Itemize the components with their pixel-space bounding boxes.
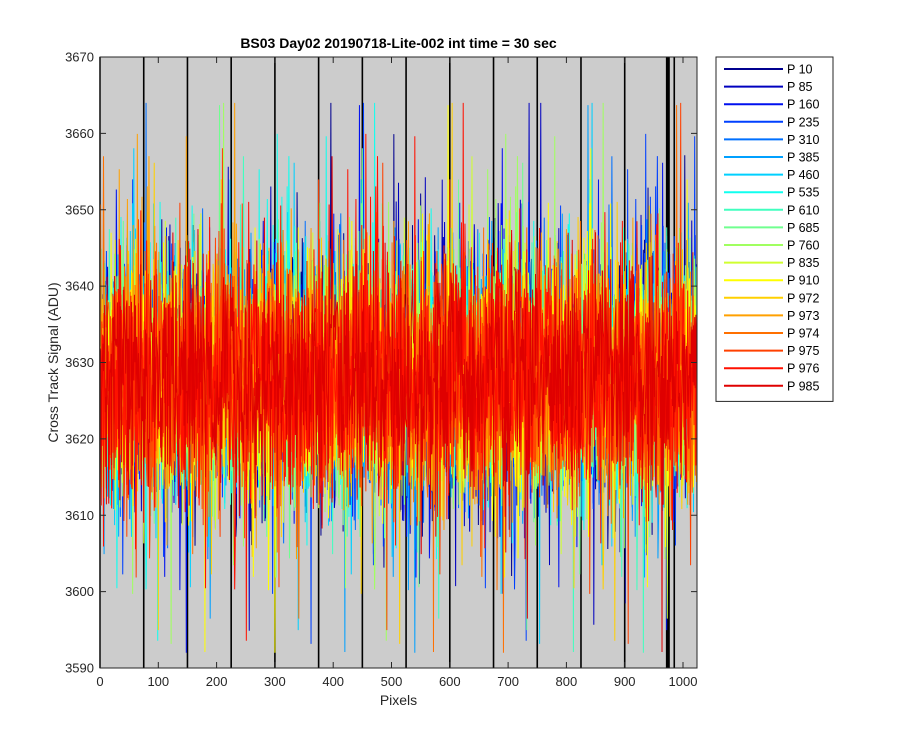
legend-entry-label: P 385 — [787, 151, 819, 165]
series-group — [100, 102, 698, 653]
y-tick-label: 3600 — [65, 584, 94, 599]
legend-entry-label: P 310 — [787, 133, 819, 147]
y-tick-label: 3590 — [65, 661, 94, 676]
x-tick-label: 1000 — [669, 674, 698, 689]
legend-entry-label: P 974 — [787, 327, 819, 341]
legend-entry-label: P 460 — [787, 168, 819, 182]
legend-entry-label: P 976 — [787, 362, 819, 376]
chart-title: BS03 Day02 20190718-Lite-002 int time = … — [240, 35, 557, 51]
legend: P 10 P 85 P 160 P 235 P 310 P 385 P 460 P 535 P … — [715, 56, 834, 402]
legend-entry-label: P 972 — [787, 291, 819, 305]
y-tick-label: 3650 — [65, 202, 94, 217]
x-tick-label: 600 — [439, 674, 461, 689]
legend-entry-label: P 85 — [787, 80, 813, 94]
x-tick-label: 0 — [96, 674, 103, 689]
legend-entry-label: P 985 — [787, 379, 819, 393]
legend-entry-label: P 760 — [787, 239, 819, 253]
x-axis-label: Pixels — [380, 692, 417, 708]
x-tick-label: 400 — [322, 674, 344, 689]
y-tick-label: 3610 — [65, 508, 94, 523]
series-line-p-976 — [100, 102, 698, 641]
legend-entry-label: P 610 — [787, 203, 819, 217]
x-tick-label: 200 — [206, 674, 228, 689]
y-tick-label: 3660 — [65, 126, 94, 141]
x-tick-label: 900 — [614, 674, 636, 689]
legend-entry-label: P 160 — [787, 98, 819, 112]
legend-entry-label: P 10 — [787, 63, 813, 77]
legend-entry-label: P 910 — [787, 274, 819, 288]
series-line-p-985 — [100, 156, 698, 653]
y-tick-label: 3620 — [65, 431, 94, 446]
y-tick-label: 3630 — [65, 355, 94, 370]
legend-entry-label: P 535 — [787, 186, 819, 200]
y-tick-label: 3670 — [65, 50, 94, 65]
legend-entry-label: P 975 — [787, 344, 819, 358]
x-tick-label: 300 — [264, 674, 286, 689]
x-tick-label: 500 — [381, 674, 403, 689]
legend-entry-label: P 235 — [787, 115, 819, 129]
x-tick-label: 100 — [147, 674, 169, 689]
legend-entry-label: P 973 — [787, 309, 819, 323]
y-axis: 3590 3600 3610 3620 3630 3640 3650 3660 3670 — [65, 50, 697, 676]
y-axis-label: Cross Track Signal (ADU) — [45, 282, 61, 442]
legend-box — [715, 56, 834, 402]
x-tick-label: 800 — [556, 674, 578, 689]
legend-entry-label: P 835 — [787, 256, 819, 270]
x-tick-label: 700 — [497, 674, 519, 689]
legend-entry-label: P 685 — [787, 221, 819, 235]
y-tick-label: 3640 — [65, 279, 94, 294]
x-axis: 0 100 200 300 400 500 600 700 800 900 1000 — [96, 57, 697, 689]
